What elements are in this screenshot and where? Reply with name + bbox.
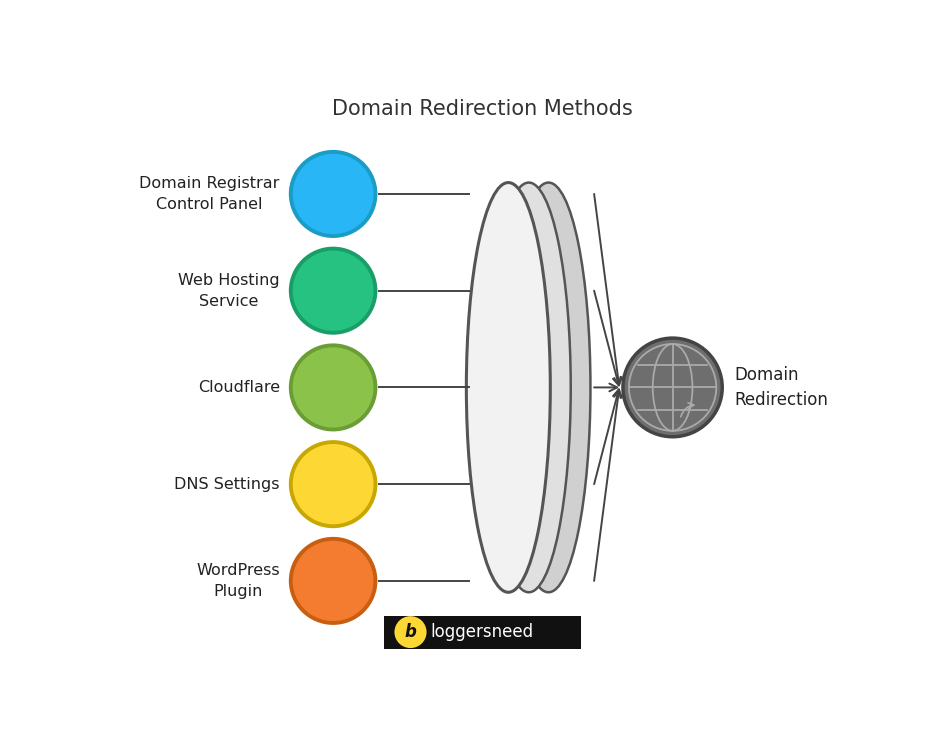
Text: Cloudflare: Cloudflare (198, 380, 280, 395)
FancyBboxPatch shape (384, 616, 581, 649)
Ellipse shape (291, 345, 376, 429)
Ellipse shape (291, 152, 376, 236)
Text: Domain Redirection Methods: Domain Redirection Methods (333, 98, 633, 118)
Ellipse shape (291, 539, 376, 623)
Text: DNS Settings: DNS Settings (174, 477, 280, 491)
Ellipse shape (507, 183, 591, 592)
Text: WordPress
Plugin: WordPress Plugin (196, 563, 280, 599)
Ellipse shape (623, 338, 723, 437)
Text: Web Hosting
Service: Web Hosting Service (178, 273, 280, 309)
Text: loggersneed: loggersneed (430, 623, 533, 641)
Text: Domain Registrar
Control Panel: Domain Registrar Control Panel (139, 176, 280, 212)
Ellipse shape (395, 616, 427, 648)
Text: b: b (404, 623, 416, 641)
Ellipse shape (487, 183, 571, 592)
Ellipse shape (466, 183, 550, 592)
Ellipse shape (291, 248, 376, 333)
Ellipse shape (291, 442, 376, 526)
Text: Domain
Redirection: Domain Redirection (735, 366, 829, 409)
